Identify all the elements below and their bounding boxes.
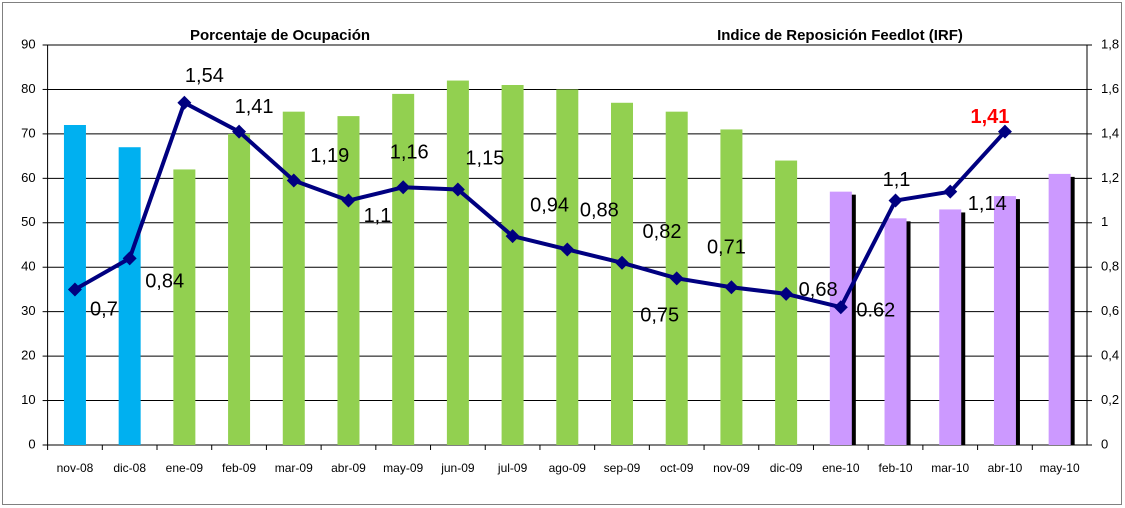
x-tick-label: feb-10 (879, 461, 913, 475)
y-tick-label: 20 (21, 348, 35, 363)
y-tick-label: 0 (28, 436, 35, 451)
x-tick-label: may-09 (383, 461, 423, 475)
marker (67, 282, 82, 297)
x-tick-label: nov-09 (713, 461, 750, 475)
marker (615, 255, 630, 270)
marker (505, 229, 520, 244)
marker (232, 124, 247, 139)
x-tick-label: jun-09 (440, 461, 475, 475)
data-label: 0,88 (580, 200, 619, 222)
y-tick-label: 50 (21, 214, 35, 229)
bar (884, 218, 907, 445)
x-tick-label: may-10 (1040, 461, 1080, 475)
x-tick-label: abr-09 (331, 461, 366, 475)
data-label: 1,15 (465, 148, 504, 170)
x-tick-label: ene-10 (822, 461, 860, 475)
x-tick-label: ago-09 (549, 461, 587, 475)
y2-tick-label: 1,4 (1101, 125, 1119, 140)
x-tick-label: abr-10 (988, 461, 1023, 475)
data-label: 0,84 (145, 271, 184, 293)
bar (775, 160, 798, 446)
marker (724, 280, 739, 295)
x-tick-label: ene-09 (166, 461, 204, 475)
marker (450, 182, 465, 197)
marker (560, 242, 575, 257)
y-tick-label: 40 (21, 259, 35, 274)
x-tick-label: oct-09 (660, 461, 694, 475)
marker (177, 95, 192, 110)
marker (997, 124, 1012, 139)
data-label: 1,41 (970, 106, 1009, 128)
data-label: 0.62 (856, 300, 895, 322)
y2-tick-label: 0,6 (1101, 303, 1119, 318)
x-tick-label: sep-09 (604, 461, 641, 475)
bar (173, 169, 196, 445)
marker (779, 286, 794, 301)
data-label: 1,16 (390, 142, 429, 164)
x-tick-label: dic-08 (113, 461, 146, 475)
bar (446, 80, 469, 446)
y-tick-label: 10 (21, 392, 35, 407)
y2-tick-label: 0,8 (1101, 259, 1119, 274)
left-title: Porcentaje de Ocupación (190, 27, 370, 44)
y-tick-label: 30 (21, 303, 35, 318)
bar (829, 191, 852, 445)
bar (118, 147, 141, 445)
bar (282, 111, 305, 446)
bar (939, 209, 962, 445)
y2-tick-label: 0,4 (1101, 348, 1119, 363)
marker (286, 173, 301, 188)
data-label: 1,54 (185, 65, 224, 87)
x-tick-label: feb-09 (222, 461, 256, 475)
y2-tick-label: 0,2 (1101, 392, 1119, 407)
x-tick-label: mar-09 (275, 461, 313, 475)
bar (501, 85, 524, 445)
bar (993, 196, 1016, 445)
y-tick-label: 60 (21, 170, 35, 185)
y2-tick-label: 1,8 (1101, 36, 1119, 51)
marker (669, 271, 684, 286)
marker (341, 193, 356, 208)
marker (122, 251, 137, 266)
y2-tick-label: 1,2 (1101, 170, 1119, 185)
y-tick-label: 80 (21, 81, 35, 96)
right-title: Indice de Reposición Feedlot (IRF) (717, 27, 963, 44)
marker (396, 180, 411, 195)
bar (392, 93, 415, 445)
data-label: 1,14 (968, 193, 1007, 215)
line (73, 100, 1007, 310)
data-label: 0,68 (799, 279, 838, 301)
data-label: 1,41 (235, 96, 274, 118)
y2-tick-label: 0 (1101, 436, 1108, 451)
x-tick-label: mar-10 (931, 461, 969, 475)
data-label: 0,82 (643, 221, 682, 243)
data-label: 0,71 (707, 237, 746, 259)
bar (1048, 173, 1071, 445)
bar (611, 102, 634, 446)
x-tick-label: dic-09 (770, 461, 803, 475)
data-label: 0,7 (90, 299, 118, 321)
data-label: 1,1 (883, 169, 911, 191)
bar (556, 89, 579, 445)
data-label: 1,19 (310, 145, 349, 167)
y2-tick-label: 1 (1101, 214, 1108, 229)
marker (943, 184, 958, 199)
y-tick-label: 70 (21, 125, 35, 140)
marker (888, 193, 903, 208)
y2-tick-label: 1,6 (1101, 81, 1119, 96)
x-tick-label: nov-08 (57, 461, 94, 475)
data-label: 1,1 (364, 205, 392, 227)
bar (228, 133, 251, 445)
y-tick-label: 90 (21, 36, 35, 51)
data-label: 0,94 (530, 194, 569, 216)
data-label: 0,75 (640, 305, 679, 327)
x-tick-label: jul-09 (497, 461, 528, 475)
marker (833, 300, 848, 315)
